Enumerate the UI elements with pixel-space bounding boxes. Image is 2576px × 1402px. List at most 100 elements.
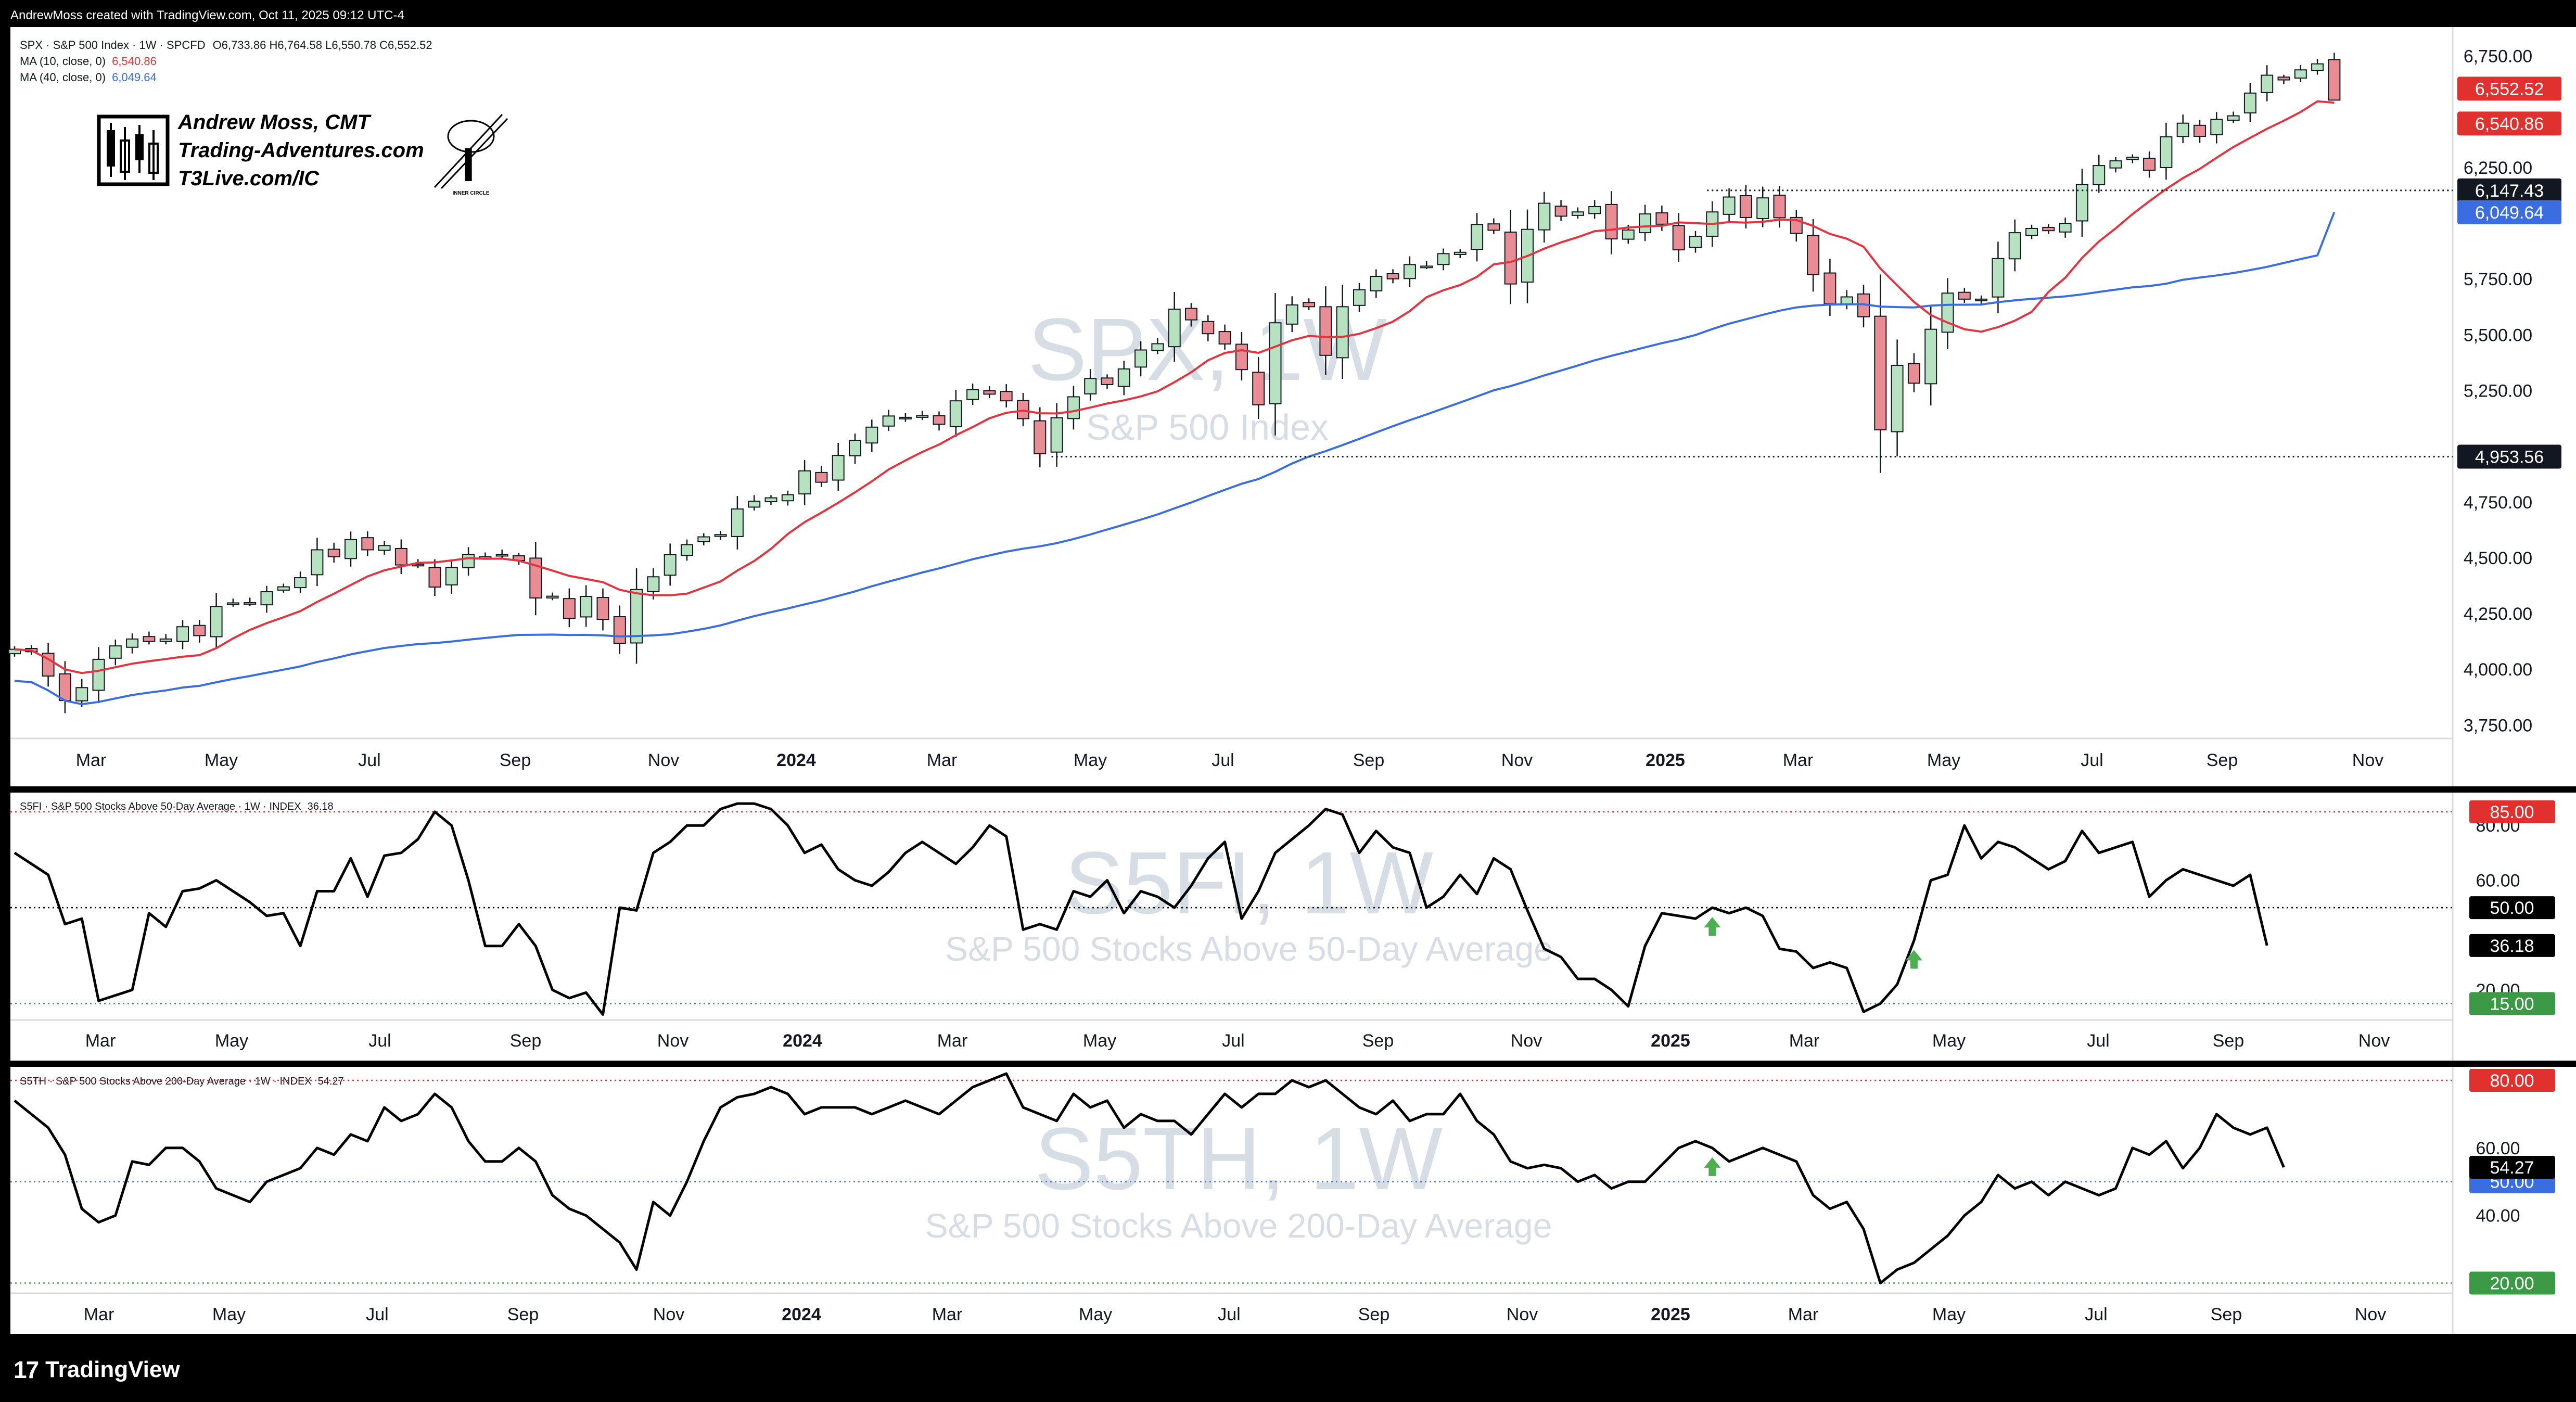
candle-down (1303, 302, 1316, 308)
time-tick-label: Nov (1511, 1031, 1542, 1051)
candle-up (2025, 227, 2038, 236)
candle-down (244, 602, 257, 605)
spx-symbol-line: SPX · S&P 500 Index · 1W · SPCFD O6,733.8… (20, 39, 432, 52)
price-tick-label: 4,750.00 (2464, 493, 2532, 513)
time-tick-label: Sep (1362, 1031, 1394, 1051)
time-tick-label: 2025 (1646, 750, 1685, 770)
candles-layer (8, 53, 2341, 713)
spx-ma40-legend: MA (40, close, 0) 6,049.64 (20, 71, 157, 84)
price-time-axis-bg (10, 738, 2576, 786)
candle-up (1453, 251, 1466, 255)
candle-down (983, 390, 996, 395)
candle-down (1907, 363, 1920, 384)
time-tick-label: Nov (1507, 1305, 1538, 1324)
candle-down (193, 624, 206, 636)
s5th-symbol-line: S5TH · S&P 500 Stocks Above 200-Day Aver… (20, 1076, 344, 1087)
time-tick-label: Mar (76, 750, 107, 770)
tradingview-brand-name: TradingView (45, 1357, 180, 1382)
buy-arrow-up-icon (1704, 1157, 1721, 1176)
candle-down (1773, 195, 1786, 219)
time-tick-label: Jul (366, 1305, 388, 1324)
spx-watermark-subtitle: S&P 500 Index (1086, 407, 1329, 448)
time-tick-label: Nov (1501, 750, 1533, 770)
candle-down (1319, 306, 1332, 356)
candle-up (1336, 306, 1349, 359)
candle-up (2311, 63, 2324, 71)
candle-down (1101, 377, 1114, 385)
candle-down (1739, 195, 1752, 218)
price-tick-label: 4,500.00 (2464, 549, 2532, 568)
candle-down (563, 598, 576, 619)
candle-down (1000, 391, 1013, 402)
time-tick-label: 2025 (1651, 1305, 1690, 1324)
price-axis-bg (2453, 27, 2576, 738)
candle-down (596, 597, 609, 620)
candle-up (1924, 328, 1937, 385)
candle-down (2143, 158, 2156, 171)
time-tick-label: May (1932, 1031, 1966, 1051)
candle-up (1756, 197, 1769, 220)
candle-down (58, 673, 71, 702)
candle-up (1723, 196, 1736, 215)
oscillator-level-tag (2469, 800, 2555, 823)
candle-up (210, 606, 223, 638)
candle-up (2059, 223, 2072, 233)
candle-down (933, 415, 946, 425)
candle-up (1370, 276, 1383, 291)
price-level-tag (2457, 178, 2561, 202)
candle-down (1807, 235, 1820, 275)
time-tick-label: Sep (510, 1031, 542, 1051)
candle-up (109, 645, 122, 659)
oscillator-last-label: 54.27 (2490, 1158, 2534, 1178)
buy-arrow-up-icon (1704, 917, 1721, 936)
s5fi-time-axis-bg (10, 1020, 2576, 1061)
time-tick-label: Sep (1358, 1305, 1390, 1324)
price-tick-label: 6,750.00 (2464, 47, 2532, 67)
candle-up (882, 415, 895, 427)
candle-up (2261, 74, 2274, 93)
time-tick-label: Nov (648, 750, 679, 770)
author-name: Andrew Moss, CMT (177, 111, 372, 134)
candle-down (1252, 372, 1265, 405)
tradingview-brand[interactable]: 17 TradingView (14, 1349, 180, 1391)
candle-up (1891, 365, 1904, 432)
spx-watermark-title: SPX, 1W (1028, 300, 1387, 399)
candle-up (2093, 165, 2106, 185)
candle-up (2008, 232, 2021, 260)
candle-up (781, 494, 794, 502)
oscillator-level-label: 80.00 (2490, 1071, 2534, 1091)
price-tick-label: 5,750.00 (2464, 270, 2532, 289)
author-site-1: Trading-Adventures.com (178, 139, 424, 162)
candle-down (1202, 321, 1215, 335)
time-tick-label: Mar (932, 1305, 963, 1324)
candle-up (798, 470, 811, 495)
candle-up (75, 687, 88, 702)
candle-up (731, 508, 744, 537)
candle-down (1958, 291, 1971, 300)
candle-up (1689, 235, 1702, 248)
candle-down (899, 416, 912, 419)
candle-up (1639, 213, 1652, 234)
oscillator-level-tag (2469, 992, 2555, 1015)
candle-down (1218, 331, 1231, 345)
time-tick-label: Jul (1218, 1305, 1240, 1324)
candle-up (748, 501, 761, 508)
s5fi-watermark-subtitle: S&P 500 Stocks Above 50-Day Average (945, 929, 1553, 968)
price-tick-label: 6,250.00 (2464, 158, 2532, 178)
time-tick-label: May (1932, 1305, 1966, 1324)
time-tick-label: May (215, 1031, 248, 1051)
time-tick-label: 2024 (782, 1305, 821, 1324)
time-tick-label: Mar (1783, 750, 1814, 770)
candle-up (1471, 224, 1484, 250)
candle-down (1386, 273, 1399, 279)
candle-up (1168, 309, 1181, 348)
oscillator-level-label: 15.00 (2490, 994, 2534, 1014)
oscillator-level-tag (2469, 896, 2555, 920)
candle-up (1420, 265, 1433, 269)
candle-down (361, 537, 374, 551)
oscillator-tick-label: 60.00 (2476, 871, 2520, 890)
candle-up (865, 426, 878, 444)
author-logo-candles-icon (97, 114, 170, 186)
candle-down (613, 616, 626, 644)
